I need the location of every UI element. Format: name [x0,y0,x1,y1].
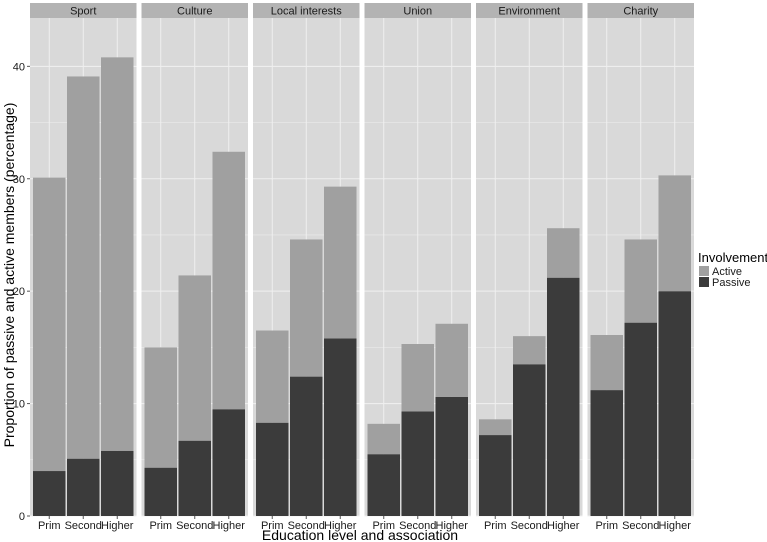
bar-active [590,335,623,391]
x-tick-label: Prim [149,520,172,532]
facet-local-interests: Local interests Prim Second Higher [253,3,360,532]
bar-passive [658,291,691,516]
bar-active [101,57,134,451]
y-tick-label: 30 [13,174,25,186]
bar-passive [324,338,357,516]
facet-strip [141,3,248,18]
y-axis-title: Proportion of passive and active members… [1,103,17,448]
facet-sport: Sport Prim Second Higher [30,3,137,532]
bar-active [624,239,657,323]
facet-strip-label: Culture [177,6,212,18]
bar-passive [256,422,289,516]
bar-active [479,419,512,436]
bar-passive [435,396,468,516]
facet-strip-label: Union [403,6,432,18]
bar-active [401,344,434,412]
bar-passive [33,471,66,516]
bar-passive [67,458,100,516]
facet-strip-label: Charity [623,6,658,18]
x-tick-label: Second [288,520,325,532]
facet-strip-label: Local interests [271,6,342,18]
x-axis-title: Education level and association [262,527,458,542]
facet-charity: Charity Prim Second Higher [587,3,694,532]
y-tick-label: 40 [13,61,25,73]
bar-passive [624,322,657,516]
legend-key-passive [699,277,709,287]
bar-active [144,347,177,468]
facet-culture: Culture Prim Second Higher [141,3,248,532]
x-tick-label: Prim [261,520,284,532]
bar-passive [367,454,400,516]
x-tick-label: Second [511,520,548,532]
x-tick-label: Prim [595,520,618,532]
legend-label-passive: Passive [712,277,751,289]
bar-passive [212,409,245,516]
y-tick-label: 20 [13,286,25,298]
bar-active [212,151,245,410]
x-tick-label: Second [65,520,102,532]
bar-passive [101,450,134,516]
bar-active [33,177,66,472]
bar-active [290,239,323,377]
bar-passive [144,467,177,516]
bar-active [513,336,546,365]
x-tick-label: Prim [372,520,395,532]
x-tick-label: Second [176,520,213,532]
legend-label-active: Active [712,266,742,278]
x-tick-label: Higher [547,520,580,532]
facet-union: Union Prim Second Higher [364,3,471,532]
x-tick-label: Higher [659,520,692,532]
bar-active [658,175,691,292]
y-tick-label: 0 [19,511,25,523]
x-tick-label: Higher [436,520,469,532]
bar-active [67,76,100,459]
bar-passive [290,376,323,516]
x-tick-label: Prim [38,520,61,532]
facet-strip [476,3,583,18]
bar-passive [178,440,211,516]
facet-strip [253,3,360,18]
facet-strip [364,3,471,18]
x-tick-label: Prim [484,520,507,532]
bar-passive [513,364,546,516]
y-axis: 0 10 20 30 40 [13,61,30,523]
x-tick-label: Higher [324,520,357,532]
bar-active [367,423,400,455]
bar-passive [401,411,434,516]
x-tick-label: Higher [213,520,246,532]
bar-passive [479,435,512,516]
facet-strip [587,3,694,18]
bar-active [178,275,211,441]
x-tick-label: Second [399,520,436,532]
bar-active [435,323,468,397]
bar-active [547,228,580,278]
y-tick-label: 10 [13,399,25,411]
facet-environment: Environment Prim Second Higher [476,3,583,532]
facet-strip [30,3,137,18]
legend-key-active [699,266,709,276]
facet-strip-label: Sport [70,6,96,18]
bar-passive [547,277,580,516]
x-tick-label: Higher [101,520,134,532]
bar-passive [590,390,623,516]
x-tick-label: Second [622,520,659,532]
legend-title: Involvement [698,250,767,265]
bar-active [256,330,289,423]
bar-active [324,186,357,339]
facet-strip-label: Environment [498,6,560,18]
